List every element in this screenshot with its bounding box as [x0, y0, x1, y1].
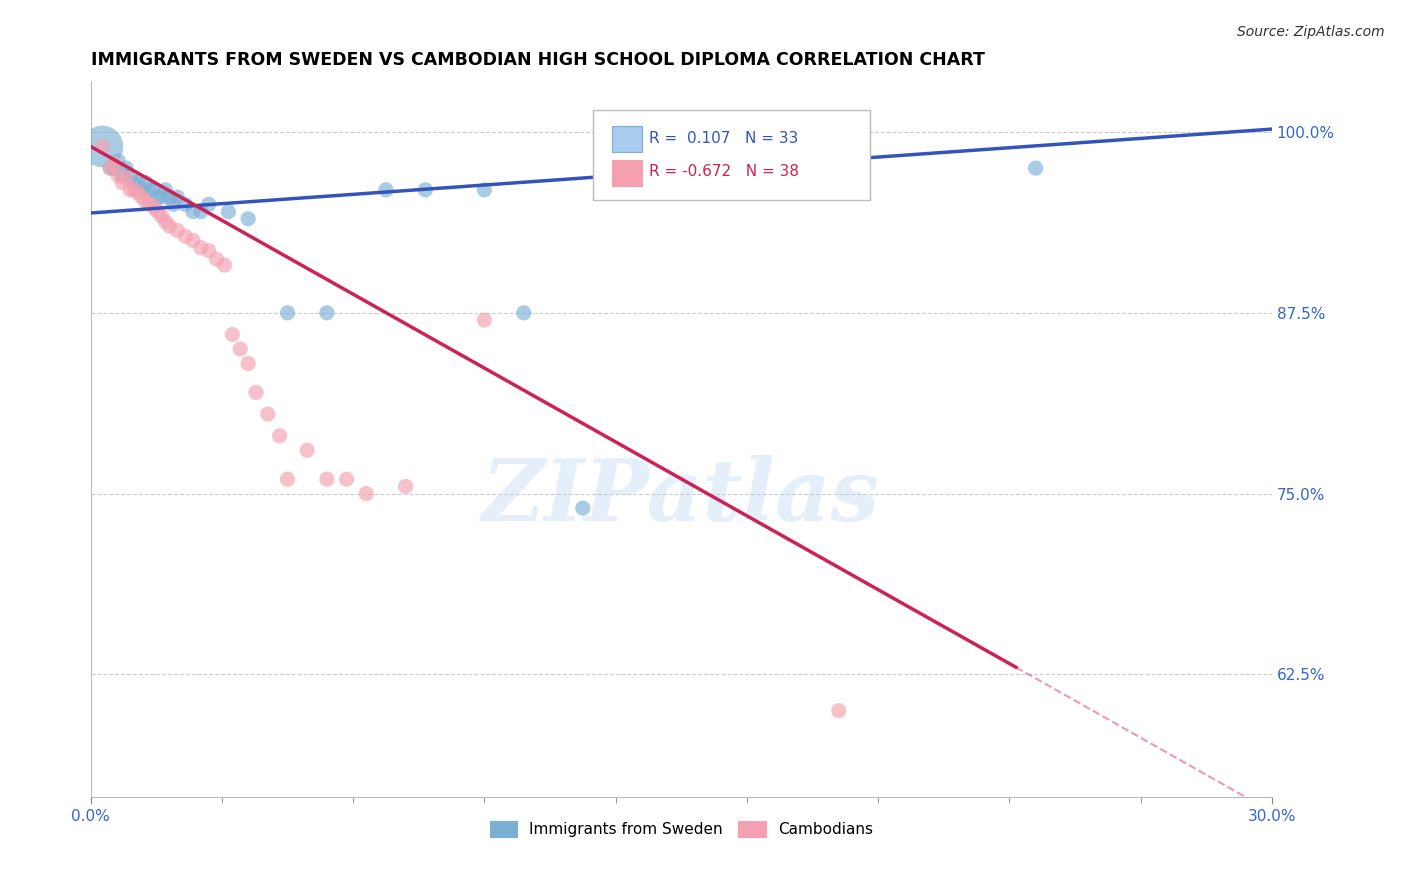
Point — [98, 161, 121, 176]
Point — [413, 183, 436, 197]
Text: Source: ZipAtlas.com: Source: ZipAtlas.com — [1237, 25, 1385, 39]
Point — [269, 429, 291, 443]
Point — [122, 176, 145, 190]
Point — [127, 176, 149, 190]
Point — [155, 215, 177, 229]
Point — [205, 252, 228, 267]
Point — [1025, 161, 1047, 176]
FancyBboxPatch shape — [612, 126, 643, 152]
FancyBboxPatch shape — [612, 161, 643, 186]
Point — [190, 204, 212, 219]
Point — [138, 197, 160, 211]
Point — [474, 313, 496, 327]
Point — [162, 197, 184, 211]
Point — [91, 139, 114, 153]
Point — [828, 704, 851, 718]
Point — [572, 501, 595, 516]
Point — [197, 244, 219, 258]
Point — [131, 183, 153, 197]
Point — [157, 219, 180, 233]
Point — [354, 486, 377, 500]
Point — [295, 443, 318, 458]
Text: ZIPatlas: ZIPatlas — [482, 455, 880, 539]
Point — [98, 161, 121, 176]
Point — [166, 223, 188, 237]
Point — [174, 229, 197, 244]
Point — [217, 204, 239, 219]
Point — [394, 479, 416, 493]
Text: R = -0.672   N = 38: R = -0.672 N = 38 — [650, 164, 800, 178]
Point — [118, 183, 141, 197]
Point — [135, 194, 157, 209]
Point — [142, 200, 165, 214]
Point — [315, 472, 337, 486]
Point — [107, 153, 129, 168]
Point — [236, 356, 259, 370]
Legend: Immigrants from Sweden, Cambodians: Immigrants from Sweden, Cambodians — [484, 815, 879, 844]
Point — [142, 183, 165, 197]
Point — [91, 139, 114, 153]
Point — [276, 306, 298, 320]
Point — [181, 204, 204, 219]
Point — [122, 183, 145, 197]
Point — [374, 183, 396, 197]
FancyBboxPatch shape — [593, 110, 870, 200]
Point — [118, 169, 141, 183]
Text: R =  0.107   N = 33: R = 0.107 N = 33 — [650, 131, 799, 145]
Point — [221, 327, 243, 342]
Point — [166, 190, 188, 204]
Point — [474, 183, 496, 197]
Point — [107, 169, 129, 183]
Point — [135, 176, 157, 190]
Point — [174, 197, 197, 211]
Point — [127, 186, 149, 200]
Point — [214, 258, 236, 272]
Point — [111, 176, 134, 190]
Point — [155, 183, 177, 197]
Point — [131, 190, 153, 204]
Point — [245, 385, 267, 400]
Point — [138, 183, 160, 197]
Point — [111, 169, 134, 183]
Point — [315, 306, 337, 320]
Text: IMMIGRANTS FROM SWEDEN VS CAMBODIAN HIGH SCHOOL DIPLOMA CORRELATION CHART: IMMIGRANTS FROM SWEDEN VS CAMBODIAN HIGH… — [90, 51, 984, 69]
Point — [115, 171, 138, 186]
Point — [513, 306, 536, 320]
Point — [103, 161, 125, 176]
Point — [256, 407, 278, 421]
Point — [146, 190, 169, 204]
Point — [157, 190, 180, 204]
Point — [190, 241, 212, 255]
Point — [146, 204, 169, 219]
Point — [115, 161, 138, 176]
Point — [229, 342, 252, 356]
Point — [335, 472, 357, 486]
Point — [181, 234, 204, 248]
Point — [103, 157, 125, 171]
Point — [150, 190, 173, 204]
Point — [197, 197, 219, 211]
Point — [236, 211, 259, 226]
Point — [276, 472, 298, 486]
Point — [150, 209, 173, 223]
